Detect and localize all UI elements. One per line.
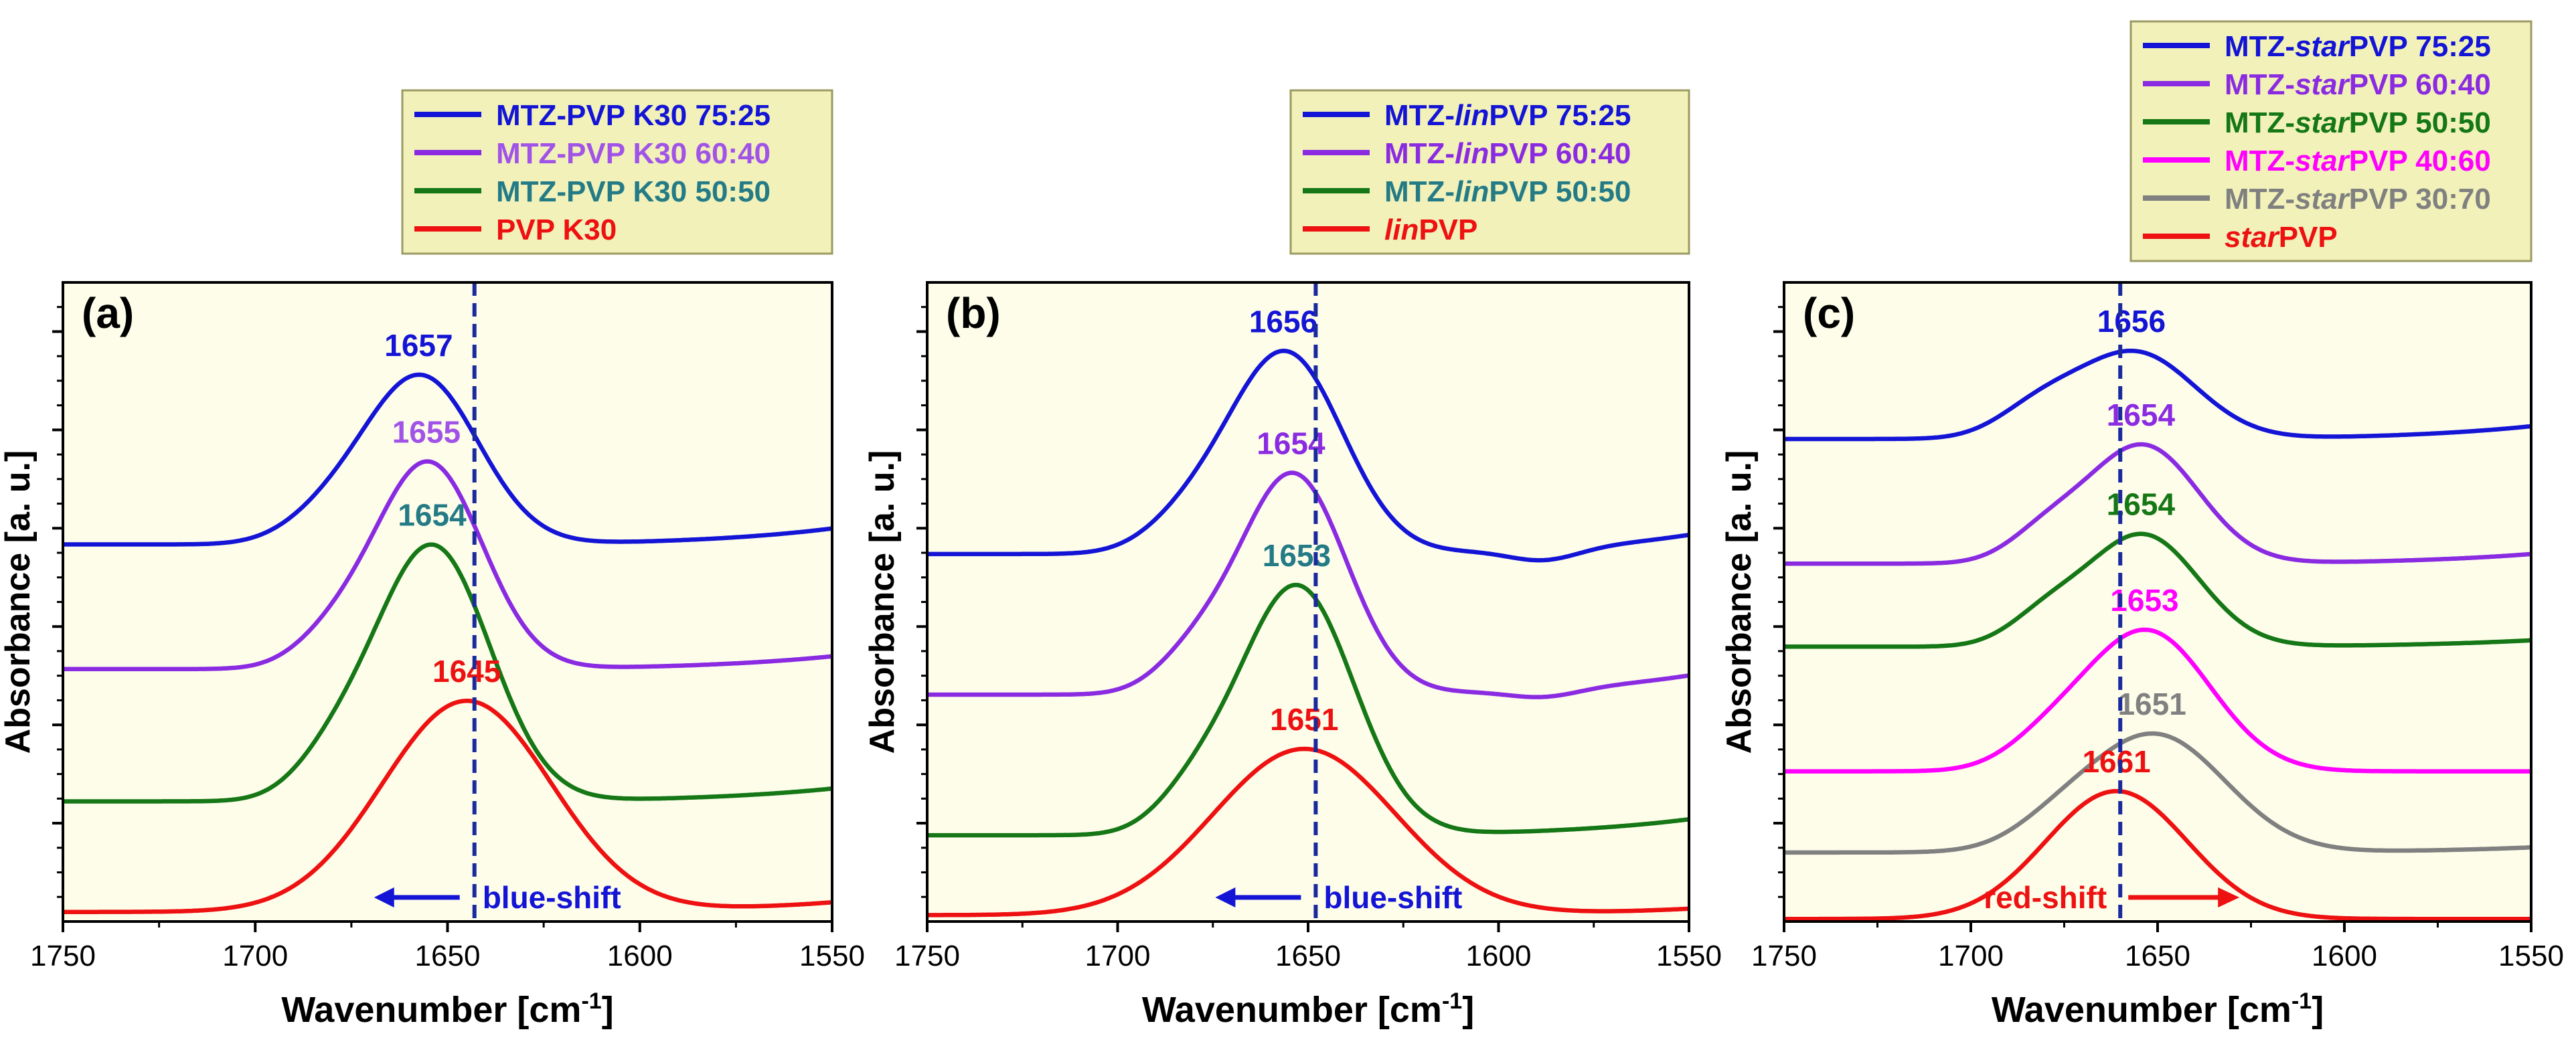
peak-label-4: 1651: [2117, 687, 2186, 721]
legend-box: [2129, 20, 2532, 262]
x-tick-label-2: 1650: [2125, 940, 2190, 972]
panel-tag: (a): [82, 289, 134, 337]
peak-label-1: 1655: [392, 414, 461, 449]
x-tick-label-1: 1700: [222, 940, 288, 972]
series-line-3: [1783, 627, 2532, 774]
chart-panel-0: 1657 1655 1654 1645 blue-shift 1750 1700 1650 16…: [0, 89, 865, 1030]
x-tick-label-4: 1550: [2498, 940, 2564, 972]
legend-label-0: MTZ-linPVP 75:25: [1384, 99, 1631, 132]
legend: MTZ-PVP K30 75:25 MTZ-PVP K30 60:40 MTZ-PV…: [401, 89, 833, 255]
legend-label-2: MTZ-linPVP 50:50: [1384, 175, 1631, 208]
series-line-1: [927, 470, 1690, 699]
series-line-3: [62, 698, 833, 914]
peak-label-1: 1654: [2107, 398, 2176, 432]
legend-label-3: PVP K30: [496, 213, 617, 246]
panel-tag: (b): [946, 289, 1001, 337]
legend-label-0: MTZ-starPVP 75:25: [2225, 30, 2491, 63]
plot-area: [1784, 282, 2531, 922]
legend-label-0: MTZ-PVP K30 75:25: [496, 99, 771, 132]
shift-label: blue-shift: [1323, 880, 1462, 915]
x-tick-label-0: 1750: [1751, 940, 1817, 972]
shift-label: red-shift: [1984, 880, 2107, 915]
x-tick-label-2: 1650: [415, 940, 481, 972]
series-line-1: [1783, 442, 2532, 566]
x-tick-label-4: 1550: [1656, 940, 1722, 972]
x-tick-label-0: 1750: [30, 940, 96, 972]
y-axis-label: Absorbance [a. u.]: [0, 450, 37, 754]
peak-label-0: 1657: [384, 328, 453, 363]
series-line-2: [1783, 531, 2532, 649]
x-tick-label-1: 1700: [1938, 940, 2004, 972]
peak-label-0: 1656: [1249, 304, 1317, 339]
series-line-0: [62, 372, 833, 547]
peak-label-3: 1645: [432, 654, 501, 689]
shift-arrow-head: [2218, 887, 2240, 907]
legend-label-3: linPVP: [1384, 213, 1477, 246]
peak-label-2: 1654: [2107, 487, 2176, 522]
plot-area: [927, 282, 1689, 922]
peak-label-2: 1653: [1263, 538, 1331, 573]
plot-area: [63, 282, 832, 922]
legend: MTZ-starPVP 75:25 MTZ-starPVP 60:40 MTZ-st…: [2129, 20, 2532, 262]
legend: MTZ-linPVP 75:25 MTZ-linPVP 60:40 MTZ-linP…: [1289, 89, 1690, 255]
legend-label-5: starPVP: [2225, 221, 2338, 254]
y-axis-label: Absorbance [a. u.]: [1720, 450, 1759, 754]
x-tick-label-3: 1600: [1466, 940, 1532, 972]
panel-tag: (c): [1803, 289, 1855, 337]
series-line-2: [927, 582, 1690, 838]
shift-arrow-head: [1215, 887, 1236, 907]
x-tick-label-4: 1550: [799, 940, 865, 972]
legend-label-1: MTZ-PVP K30 60:40: [496, 137, 771, 170]
x-axis-label: Wavenumber [cm-1]: [1142, 988, 1474, 1030]
series-line-1: [62, 459, 833, 672]
series-line-4: [1783, 731, 2532, 855]
series-line-3: [927, 746, 1690, 917]
spectra: [927, 349, 1690, 917]
peak-label-5: 1661: [2082, 744, 2150, 779]
legend-label-1: MTZ-linPVP 60:40: [1384, 137, 1631, 170]
x-tick-label-0: 1750: [894, 940, 960, 972]
x-tick-label-3: 1600: [607, 940, 673, 972]
series-line-0: [927, 349, 1690, 563]
peak-label-0: 1656: [2097, 304, 2166, 339]
peak-label-3: 1651: [1270, 702, 1338, 737]
legend-label-2: MTZ-PVP K30 50:50: [496, 175, 771, 208]
series-line-0: [1783, 348, 2532, 442]
spectra: [62, 372, 833, 914]
legend-label-4: MTZ-starPVP 30:70: [2225, 183, 2491, 215]
legend-label-2: MTZ-starPVP 50:50: [2225, 106, 2491, 139]
y-axis-label: Absorbance [a. u.]: [863, 450, 902, 754]
shift-label: blue-shift: [483, 880, 621, 915]
x-tick-label-1: 1700: [1085, 940, 1151, 972]
x-axis-label: Wavenumber [cm-1]: [1992, 988, 2324, 1030]
x-axis-label: Wavenumber [cm-1]: [281, 988, 613, 1030]
spectra: [1783, 348, 2532, 922]
series-line-2: [62, 542, 833, 804]
legend-label-1: MTZ-starPVP 60:40: [2225, 68, 2491, 101]
legend-label-3: MTZ-starPVP 40:60: [2225, 145, 2491, 177]
peak-label-2: 1654: [398, 498, 467, 533]
series-line-5: [1783, 788, 2532, 922]
shift-arrow-head: [374, 887, 394, 907]
x-tick-label-2: 1650: [1275, 940, 1341, 972]
x-tick-label-3: 1600: [2312, 940, 2377, 972]
